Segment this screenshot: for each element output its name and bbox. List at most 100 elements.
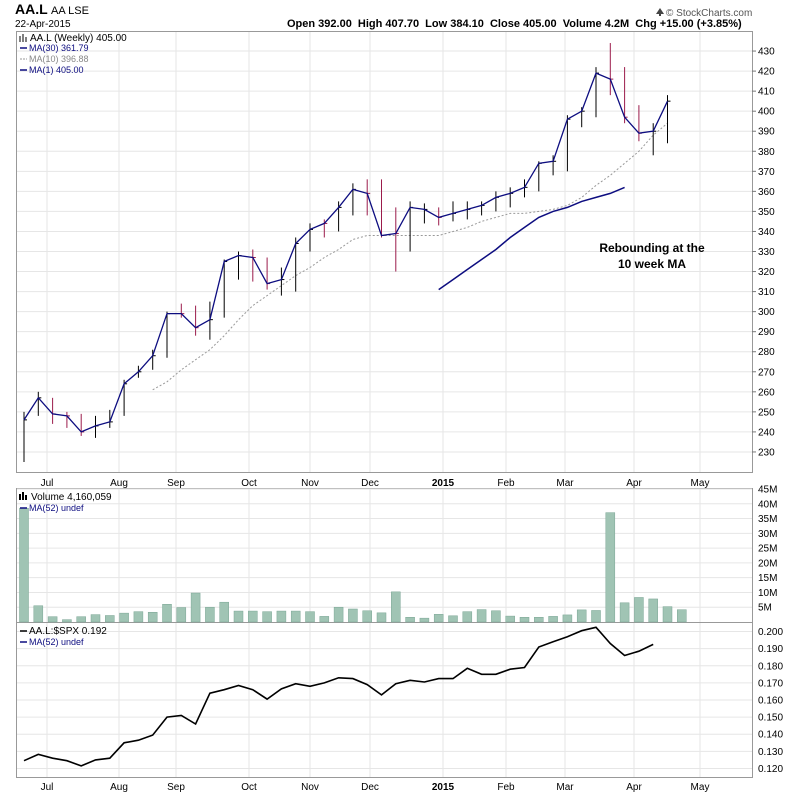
volume-bar — [162, 604, 172, 623]
volume-bar — [290, 610, 301, 623]
volume-bar — [648, 598, 658, 623]
ratio-y-tick-label: 0.200 — [758, 627, 783, 638]
price-y-tick-label: 240 — [758, 427, 775, 438]
volume-legend-title: Volume 4,160,059 — [31, 492, 112, 503]
volume-bar — [276, 610, 287, 623]
volume-bar — [534, 617, 544, 623]
volume-bar — [262, 611, 272, 623]
volume-bar — [119, 612, 129, 623]
ratio-y-axis: 0.120 0.130 0.140 0.150 0.160 0.170 0.180 0.190… — [758, 627, 783, 775]
volume-bar — [19, 507, 29, 623]
volume-bar — [47, 616, 58, 623]
volume-bar — [319, 616, 330, 623]
price-x-tick-label: Dec — [361, 478, 379, 489]
ratio-legend-title: AA.L:$SPX 0.192 — [29, 626, 107, 637]
volume-bar — [33, 605, 44, 623]
legend-ma1: MA(1) 405.00 — [29, 65, 84, 75]
ma30-line — [438, 186, 625, 291]
volume-bar — [491, 610, 501, 623]
volume-y-tick-label: 25M — [758, 544, 777, 555]
ma10-line — [152, 122, 668, 391]
price-y-tick-label: 380 — [758, 147, 775, 158]
ratio-y-tick-label: 0.140 — [758, 730, 783, 741]
ratio-legend: AA.L:$SPX 0.192 MA(52) undef — [20, 626, 107, 647]
volume-legend-ma: MA(52) undef — [29, 503, 84, 513]
ratio-x-tick-label: Sep — [167, 782, 185, 793]
ohlc-summary: Open 392.00 High 407.70 Low 384.10 Close… — [287, 18, 742, 30]
volume-bar — [90, 614, 101, 623]
ratio-x-tick-label: Dec — [361, 782, 379, 793]
ratio-line — [23, 626, 654, 767]
brand-label[interactable]: © StockCharts.com — [666, 8, 752, 19]
ratio-x-tick-label: Feb — [497, 782, 515, 793]
price-y-tick-label: 320 — [758, 267, 775, 278]
ma10-series-line — [152, 122, 668, 391]
price-x-tick-label: Oct — [241, 478, 257, 489]
volume-y-axis: 5M 10M 15M 20M 25M 30M 35M 40M 45M — [758, 485, 777, 614]
price-y-tick-label: 300 — [758, 307, 775, 318]
volume-bar — [505, 615, 515, 623]
price-legend: AA.L (Weekly) 405.00 MA(30) 361.79 MA(10… — [19, 33, 127, 75]
volume-bar — [462, 611, 473, 623]
volume-bar — [219, 601, 229, 623]
volume-bar — [605, 512, 616, 623]
price-y-tick-label: 430 — [758, 47, 775, 58]
close-line — [23, 72, 669, 433]
ma30-series-line — [438, 186, 625, 291]
ratio-x-tick-label: Jul — [41, 782, 54, 793]
price-y-tick-label: 280 — [758, 347, 775, 358]
price-x-tick-label: Aug — [110, 478, 128, 489]
volume-bar — [190, 592, 201, 623]
volume-bar — [448, 615, 458, 623]
ratio-y-tick-label: 0.180 — [758, 661, 783, 672]
price-y-tick-label: 410 — [758, 87, 775, 98]
volume-bar — [76, 616, 86, 623]
price-y-tick-label: 400 — [758, 107, 775, 118]
volume-y-tick-label: 35M — [758, 514, 777, 525]
volume-y-tick-label: 30M — [758, 529, 777, 540]
exchange-label: AA LSE — [51, 5, 89, 17]
volume-bar — [333, 606, 344, 623]
price-x-tick-label: Mar — [556, 478, 574, 489]
volume-bar — [576, 609, 587, 623]
ratio-y-tick-label: 0.170 — [758, 678, 783, 689]
price-y-tick-label: 270 — [758, 367, 775, 378]
volume-bar — [634, 597, 644, 623]
volume-bar — [348, 608, 358, 623]
symbol-title: AA.L — [15, 1, 48, 17]
volume-bar — [419, 617, 430, 623]
volume-bar — [591, 610, 601, 623]
volume-grid — [17, 488, 752, 622]
volume-bar — [391, 591, 401, 623]
price-x-axis: Jul Aug Sep Oct Nov Dec 2015 Feb Mar Apr May — [41, 478, 710, 489]
price-x-tick-label: Apr — [626, 478, 642, 489]
volume-bar — [305, 611, 315, 623]
volume-bar — [62, 619, 72, 623]
price-x-tick-label: Sep — [167, 478, 185, 489]
price-y-tick-label: 310 — [758, 287, 775, 298]
price-y-tick-label: 250 — [758, 407, 775, 418]
volume-bar — [233, 610, 244, 623]
volume-y-tick-label: 5M — [758, 603, 772, 614]
volume-bar — [476, 609, 487, 623]
volume-bar — [248, 610, 258, 623]
up-arrow-icon — [656, 8, 664, 16]
ratio-panel-frame — [16, 622, 753, 778]
price-y-tick-label: 390 — [758, 127, 775, 138]
volume-bar — [105, 615, 115, 623]
price-bars — [23, 43, 671, 462]
ratio-x-tick-label: Apr — [626, 782, 642, 793]
price-x-tick-label: Jul — [41, 478, 54, 489]
price-y-tick-label: 340 — [758, 227, 775, 238]
annotation-line-1: Rebounding at the — [599, 241, 705, 255]
annotation-line-2: 10 week MA — [618, 257, 686, 271]
volume-bar — [619, 602, 630, 623]
ratio-x-tick-label: Mar — [556, 782, 574, 793]
ratio-x-tick-label: 2015 — [432, 782, 455, 793]
price-y-axis: 230 240 250 260 270 280 290 300 310 320 330 340 350 3… — [752, 47, 775, 458]
ratio-x-tick-label: Nov — [301, 782, 319, 793]
price-y-tick-label: 230 — [758, 447, 775, 458]
volume-bar — [677, 609, 687, 623]
price-y-tick-label: 370 — [758, 167, 775, 178]
